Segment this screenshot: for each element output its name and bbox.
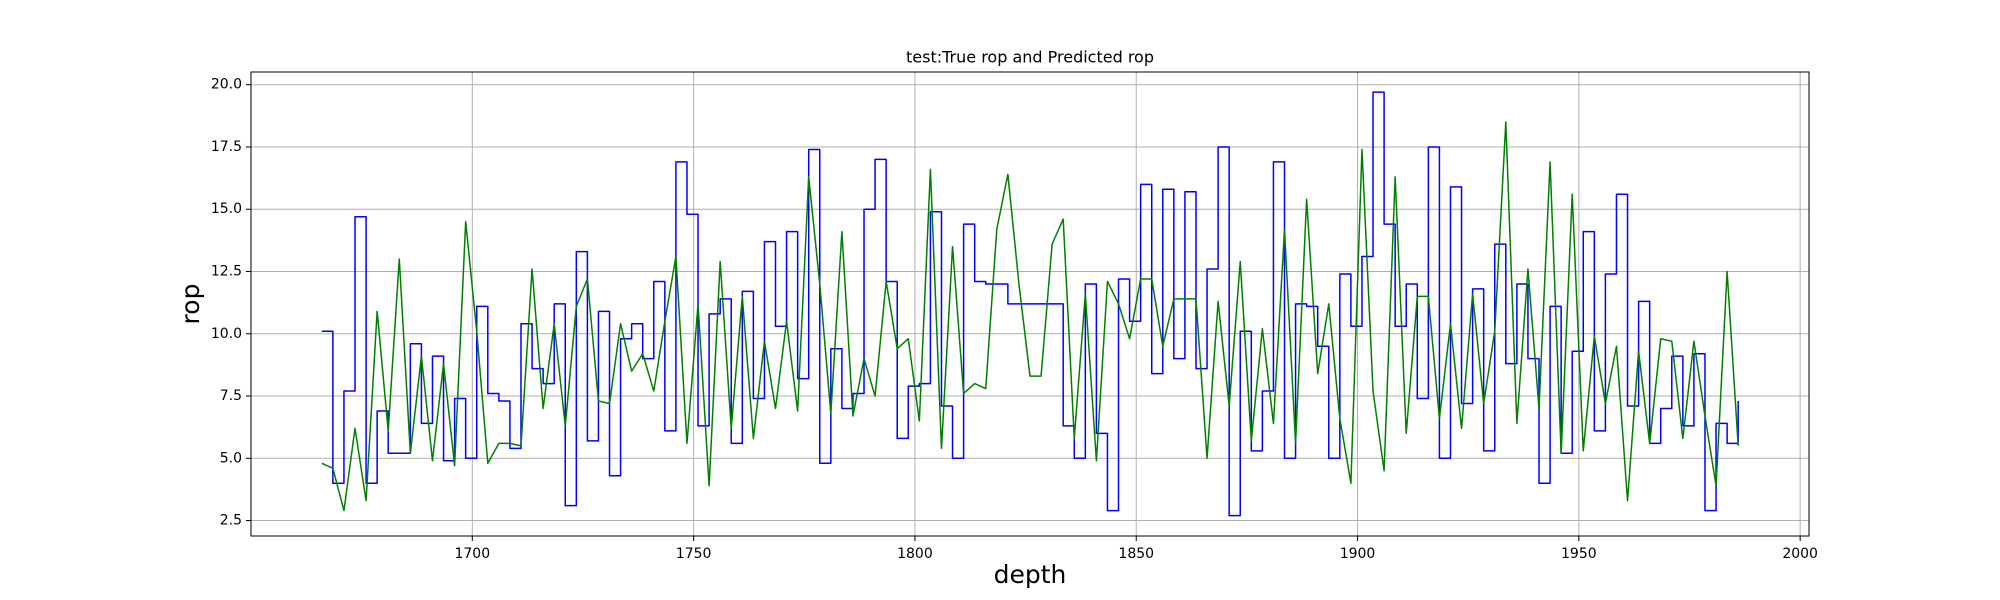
y-tick-label: 20.0 <box>211 77 242 93</box>
x-tick-label: 2000 <box>1782 546 1818 562</box>
y-tick-label: 12.5 <box>211 263 242 279</box>
chart-title: test:True rop and Predicted rop <box>906 48 1154 67</box>
data-line <box>321 91 1739 517</box>
x-axis-label: depth <box>994 560 1067 589</box>
x-tick-label: 1900 <box>1340 546 1376 562</box>
y-tick-label: 5.0 <box>220 450 242 466</box>
y-tick-label: 10.0 <box>211 326 242 342</box>
y-tick-label: 2.5 <box>220 513 242 529</box>
y-tick-label: 17.5 <box>211 139 242 155</box>
plot-frame <box>250 71 1810 537</box>
x-tick-label: 1700 <box>454 546 490 562</box>
data-line <box>321 121 1739 512</box>
y-axis-label: rop <box>176 284 205 325</box>
x-tick-label: 1750 <box>676 546 712 562</box>
x-tick-label: 1800 <box>897 546 933 562</box>
y-tick-label: 15.0 <box>211 201 242 217</box>
x-tick-label: 1950 <box>1561 546 1597 562</box>
x-tick-label: 1850 <box>1118 546 1154 562</box>
y-tick-label: 7.5 <box>220 388 242 404</box>
